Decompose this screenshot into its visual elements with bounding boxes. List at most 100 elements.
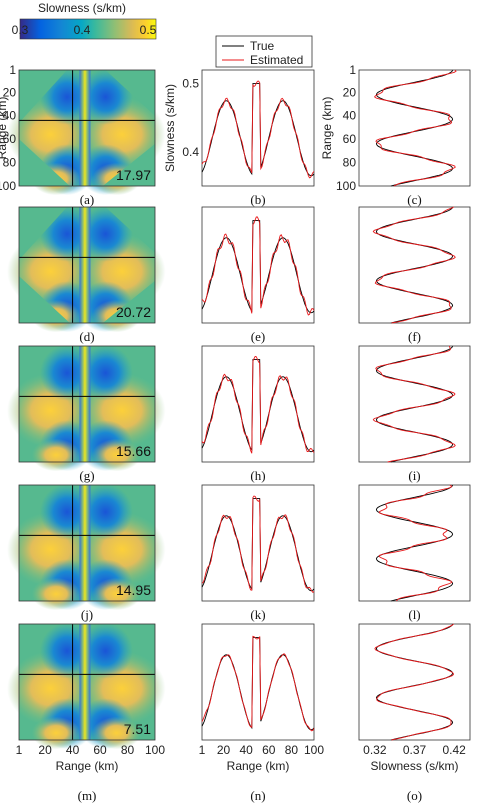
- map-error-value: 7.51: [124, 721, 151, 737]
- map-anomaly-3: [78, 345, 133, 401]
- profile-estimated-line: [201, 355, 315, 454]
- map-error-value: 14.95: [116, 582, 151, 598]
- panel-label-a: (a): [80, 192, 94, 207]
- profile-panel-4: (k): [201, 484, 315, 622]
- map-y-tick-5: 100: [0, 179, 16, 193]
- map-anomaly-7: [92, 577, 142, 611]
- profile-x-tick-4: 80: [285, 743, 299, 757]
- map-error-value: 20.72: [116, 304, 151, 320]
- map-panel-2: 20.72 (d): [7, 206, 166, 344]
- map-error-value: 17.97: [116, 167, 151, 183]
- profile-y-label: Slowness (s/km): [163, 84, 177, 172]
- map-x-tick-1: 20: [38, 743, 52, 757]
- profile-true-line: [201, 220, 315, 314]
- vertical-y-tick-5: 100: [336, 179, 356, 193]
- map-y-tick-2: 40: [3, 109, 17, 123]
- vertical-y-tick-1: 20: [343, 85, 357, 99]
- panel-label-k: (k): [250, 607, 265, 622]
- panel-label-f: (f): [408, 329, 421, 344]
- panel-label-n: (n): [250, 788, 265, 803]
- map-frame: [18, 69, 156, 187]
- panel-label-o: (o): [407, 788, 422, 803]
- vertical-panel-3: (i): [358, 345, 471, 483]
- map-stripe: [79, 70, 91, 186]
- vertical-y-tick-4: 80: [343, 156, 357, 170]
- map-x-tick-2: 40: [66, 743, 80, 757]
- profile-panel-1: 0.4 0.5 Slowness (s/km) (b): [163, 69, 315, 207]
- panel-label-i: (i): [408, 468, 420, 483]
- map-y-tick-4: 80: [3, 156, 17, 170]
- map-frame: [18, 484, 156, 602]
- map-anomaly-3: [78, 484, 133, 540]
- profile-x-tick-3: 60: [262, 743, 276, 757]
- vertical-frame: [358, 623, 471, 741]
- legend-estimated-label: Estimated: [250, 53, 303, 67]
- map-error-value: 15.66: [116, 443, 151, 459]
- map-y-tick-0: 1: [9, 63, 16, 77]
- map-x-label: Range (km): [56, 759, 119, 773]
- profile-estimated-line: [201, 216, 315, 316]
- map-x-tick-3: 60: [93, 743, 107, 757]
- vertical-y-tick-3: 60: [343, 132, 357, 146]
- profile-x-tick-5: 100: [304, 743, 324, 757]
- profile-estimated-line: [201, 635, 315, 732]
- vertical-y-tick-0: 1: [349, 63, 356, 77]
- profile-frame: [201, 345, 315, 463]
- legend-true-label: True: [250, 39, 275, 53]
- profile-x-label: Range (km): [227, 759, 290, 773]
- map-anomaly-3: [78, 206, 133, 262]
- vertical-x-tick-2: 0.42: [442, 743, 466, 757]
- vertical-x-tick-0: 0.32: [363, 743, 387, 757]
- panel-label-j: (j): [81, 607, 93, 622]
- profile-x-tick-2: 40: [239, 743, 253, 757]
- colorbar-tick-0: 0.3: [12, 23, 29, 37]
- colorbar-tick-2: 0.5: [140, 23, 157, 37]
- map-unsampled-region: [19, 207, 155, 323]
- vertical-panel-2: (f): [358, 206, 471, 344]
- colorbar-title: Slowness (s/km): [38, 1, 126, 15]
- map-x-tick-0: 1: [16, 743, 23, 757]
- profile-y-tick-0: 0.4: [182, 145, 199, 159]
- map-frame: [18, 206, 156, 324]
- vertical-y-tick-2: 40: [343, 109, 357, 123]
- panel-label-c: (c): [407, 192, 421, 207]
- profile-y-tick-1: 0.5: [182, 77, 199, 91]
- vertical-frame: [358, 484, 471, 602]
- profile-frame: [201, 206, 315, 324]
- vertical-estimated-line: [378, 484, 453, 602]
- colorbar-gradient: [19, 18, 157, 40]
- colorbar: Slowness (s/km) 0.3 0.4 0.5: [12, 1, 157, 40]
- map-stripe: [79, 346, 91, 462]
- vertical-estimated-line: [372, 345, 456, 463]
- profile-frame: [201, 69, 315, 187]
- map-anomaly-7: [92, 716, 142, 750]
- map-anomaly-7: [92, 438, 142, 472]
- profile-estimated-line: [201, 495, 315, 594]
- legend-box: [215, 35, 313, 68]
- map-unsampled-region: [19, 70, 155, 186]
- profile-x-tick-1: 20: [217, 743, 231, 757]
- vertical-estimated-line: [372, 206, 456, 324]
- map-anomaly-3: [78, 69, 133, 125]
- map-x-tick-4: 80: [121, 743, 135, 757]
- map-stripe: [79, 207, 91, 323]
- map-y-label: Range (km): [0, 97, 9, 160]
- vertical-frame: [358, 206, 471, 324]
- vertical-y-label: Range (km): [320, 97, 334, 160]
- vertical-frame: [358, 345, 471, 463]
- vertical-estimated-line: [374, 623, 454, 741]
- panel-label-g: (g): [79, 468, 94, 483]
- vertical-x-tick-1: 0.37: [403, 743, 427, 757]
- map-anomaly-6: [31, 716, 81, 750]
- map-anomaly-3: [78, 623, 133, 679]
- profile-panel-2: (e): [201, 206, 315, 344]
- map-panel-1: 17.97 1 20 40 60 80 100 Range (km) (a): [0, 63, 166, 207]
- vertical-x-label: Slowness (s/km): [370, 759, 458, 773]
- map-panel-3: 15.66 (g): [7, 345, 166, 483]
- map-anomaly-6: [31, 577, 81, 611]
- panel-label-l: (l): [408, 607, 420, 622]
- profile-frame: [201, 623, 315, 741]
- profile-estimated-line: [201, 80, 315, 179]
- vertical-panel-4: (l): [358, 484, 471, 622]
